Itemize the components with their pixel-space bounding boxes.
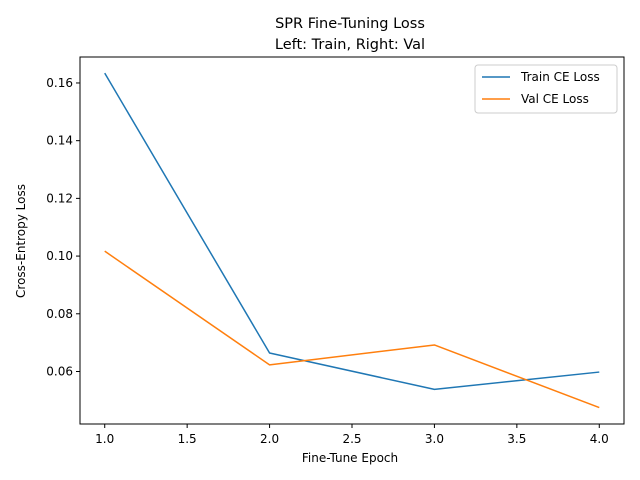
y-axis-label: Cross-Entropy Loss <box>14 184 28 298</box>
x-axis-ticks: 1.0 1.5 2.0 2.5 3.0 3.5 4.0 <box>95 424 609 446</box>
y-tick-label: 0.10 <box>46 249 73 263</box>
y-tick-label: 0.16 <box>46 76 73 90</box>
chart-title-line1: SPR Fine-Tuning Loss <box>275 16 425 32</box>
legend-box <box>474 64 618 114</box>
y-tick-label: 0.14 <box>46 134 73 148</box>
series-line-val <box>104 250 600 409</box>
legend-label-val: Val CE Loss <box>521 92 589 106</box>
x-tick-label: 3.5 <box>507 432 526 446</box>
y-tick-label: 0.06 <box>46 364 73 378</box>
x-tick-label: 2.5 <box>342 432 361 446</box>
x-tick-label: 3.0 <box>425 432 444 446</box>
x-tick-label: 4.0 <box>590 432 609 446</box>
x-tick-label: 2.0 <box>260 432 279 446</box>
legend: Train CE Loss Val CE Loss <box>474 64 618 114</box>
y-tick-label: 0.12 <box>46 191 73 205</box>
y-axis-ticks: 0.06 0.08 0.10 0.12 0.14 0.16 <box>46 76 80 378</box>
x-tick-label: 1.0 <box>95 432 114 446</box>
x-axis-label: Fine-Tune Epoch <box>302 451 398 465</box>
chart-title-line2: Left: Train, Right: Val <box>275 37 425 53</box>
x-tick-label: 1.5 <box>178 432 197 446</box>
series-line-train <box>104 72 600 391</box>
legend-label-train: Train CE Loss <box>520 70 600 84</box>
series-lines <box>104 72 600 409</box>
y-tick-label: 0.08 <box>46 307 73 321</box>
